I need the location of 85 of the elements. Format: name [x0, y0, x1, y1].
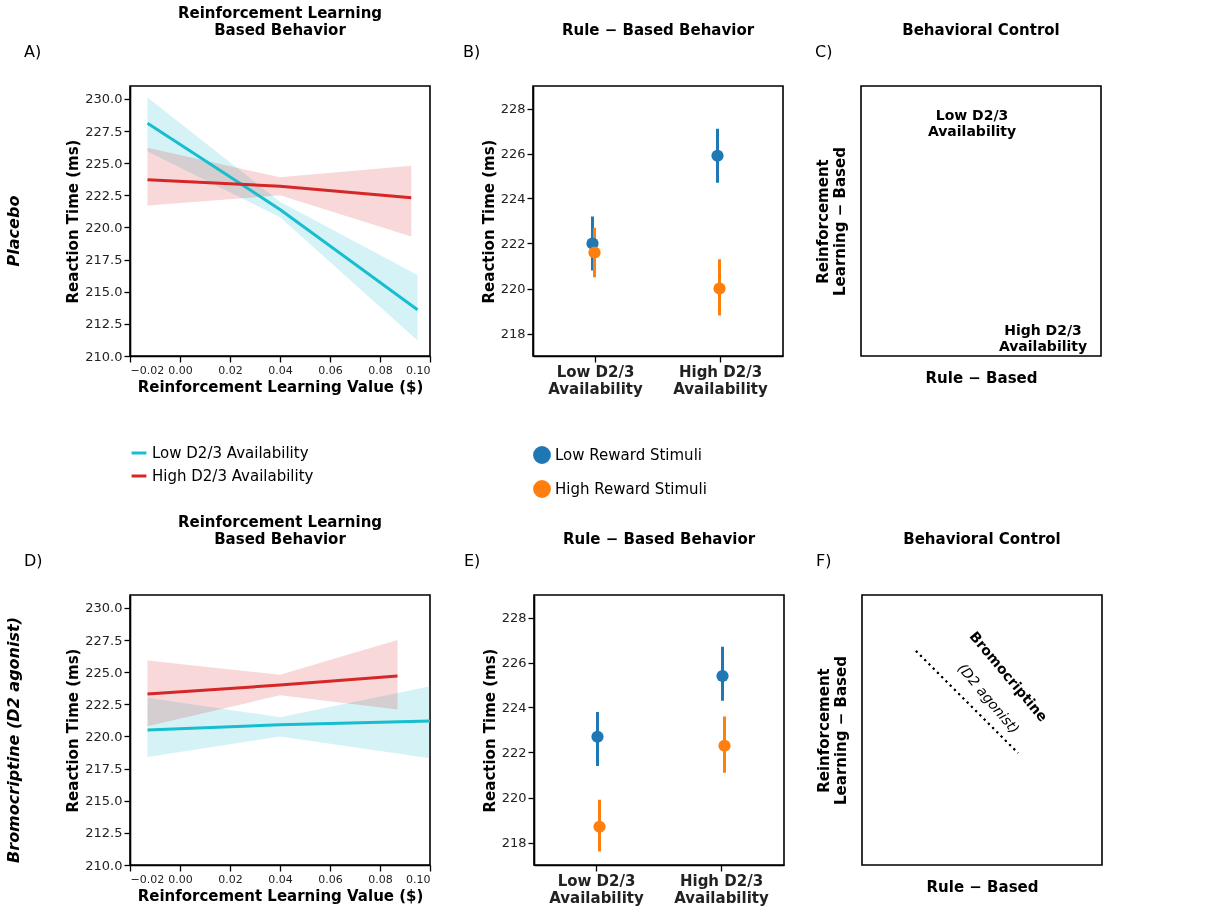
x-axis-title: Reinforcement Learning Value ($) — [137, 886, 424, 905]
text: C) — [815, 42, 833, 61]
x-tick-label: 0.04 — [268, 363, 293, 377]
chart-title: Rule − Based Behavior — [562, 530, 756, 548]
y-tick-label: 225.0 — [85, 664, 123, 680]
x-tick-label: 0.02 — [218, 872, 243, 886]
x-tick-label: 0.08 — [368, 872, 393, 886]
x-tick-label: 0.02 — [218, 363, 243, 377]
y-tick-label: 222 — [500, 236, 526, 251]
x-tick-label: 0.00 — [168, 872, 193, 886]
text: D) — [24, 551, 43, 570]
text: Rule − Based — [925, 368, 1038, 387]
text: Reinforcement Learning − Based — [813, 147, 849, 296]
x-tick-label: −0.02 — [130, 872, 165, 886]
y-tick-label: 212.5 — [85, 316, 123, 332]
y-tick-label: 215.0 — [85, 793, 123, 809]
y-axis-title: Reaction Time (ms) — [479, 139, 498, 304]
y-tick-label: 227.5 — [85, 632, 123, 648]
text: Behavioral Control — [902, 21, 1060, 39]
chart-title: Reinforcement Learning Based Behavior — [177, 4, 383, 39]
text: F) — [816, 551, 832, 570]
y-tick-label: 228 — [501, 610, 527, 625]
y-tick-label: 222 — [501, 745, 527, 760]
legend-label: Low Reward Stimuli — [555, 446, 702, 464]
text: A) — [24, 42, 42, 61]
legend-label: High Reward Stimuli — [555, 480, 707, 498]
y-tick-label: 217.5 — [85, 761, 123, 777]
y-tick-label: 217.5 — [85, 252, 123, 268]
text: E) — [464, 551, 481, 570]
text: High D2/3 Availability — [998, 322, 1088, 354]
y-tick-label: 220 — [500, 281, 526, 296]
chart-title: Rule − Based Behavior — [561, 21, 755, 39]
y-tick-label: 224 — [501, 700, 527, 715]
y-tick-label: 226 — [500, 146, 526, 161]
text: B) — [463, 42, 481, 61]
x-axis-title: Reinforcement Learning Value ($) — [137, 377, 424, 396]
x-tick-label: 0.08 — [368, 363, 393, 377]
y-tick-label: 225.0 — [85, 155, 123, 171]
y-tick-label: 226 — [501, 655, 527, 670]
text: Behavioral Control — [903, 530, 1061, 548]
y-tick-label: 228 — [500, 101, 526, 116]
y-tick-label: 222.5 — [85, 187, 123, 203]
y-tick-label: 230.0 — [85, 600, 123, 616]
point — [711, 149, 724, 162]
x-tick-label: −0.02 — [130, 363, 165, 377]
x-tick-label: 0.00 — [168, 363, 193, 377]
y-tick-label: 210.0 — [85, 857, 123, 873]
x-tick-label: 0.10 — [406, 872, 431, 886]
x-tick-label: High D2/3 Availability — [674, 871, 769, 907]
point — [718, 739, 731, 752]
x-tick-label: 0.04 — [268, 872, 293, 886]
y-tick-label: 212.5 — [85, 825, 123, 841]
text: Reinforcement Learning − Based — [814, 656, 850, 805]
y-axis-title: Reaction Time (ms) — [64, 139, 83, 304]
text: Placebo — [4, 195, 23, 267]
y-tick-label: 222.5 — [85, 696, 123, 712]
x-tick-label: Low D2/3 Availability — [548, 362, 643, 398]
legend-label: High D2/3 Availability — [152, 467, 314, 485]
y-tick-label: 220.0 — [85, 219, 123, 235]
x-tick-label: Low D2/3 Availability — [549, 871, 644, 907]
y-axis-title: Reaction Time (ms) — [64, 648, 83, 813]
x-tick-label: 0.10 — [406, 363, 431, 377]
point — [713, 282, 726, 295]
y-tick-label: 220 — [501, 790, 527, 805]
y-tick-label: 224 — [500, 191, 526, 206]
text: Rule − Based — [926, 877, 1039, 896]
text: Bromocriptine (D2 agonist) — [4, 617, 23, 863]
y-tick-label: 215.0 — [85, 284, 123, 300]
y-tick-label: 227.5 — [85, 123, 123, 139]
y-axis-title: Reaction Time (ms) — [480, 648, 499, 813]
point — [716, 669, 729, 683]
point — [591, 730, 604, 743]
y-tick-label: 210.0 — [85, 348, 123, 364]
chart-title: Reinforcement Learning Based Behavior — [177, 513, 383, 548]
x-tick-label: 0.06 — [318, 363, 343, 377]
y-tick-label: 218 — [501, 835, 527, 850]
x-tick-label: 0.06 — [318, 872, 343, 886]
x-tick-label: High D2/3 Availability — [673, 362, 768, 398]
y-tick-label: 218 — [500, 326, 526, 341]
y-tick-label: 220.0 — [85, 728, 123, 744]
point — [588, 246, 601, 259]
point — [593, 820, 606, 833]
legend-label: Low D2/3 Availability — [152, 444, 309, 462]
y-tick-label: 230.0 — [85, 91, 123, 107]
text: Low D2/3 Availability — [927, 107, 1017, 139]
